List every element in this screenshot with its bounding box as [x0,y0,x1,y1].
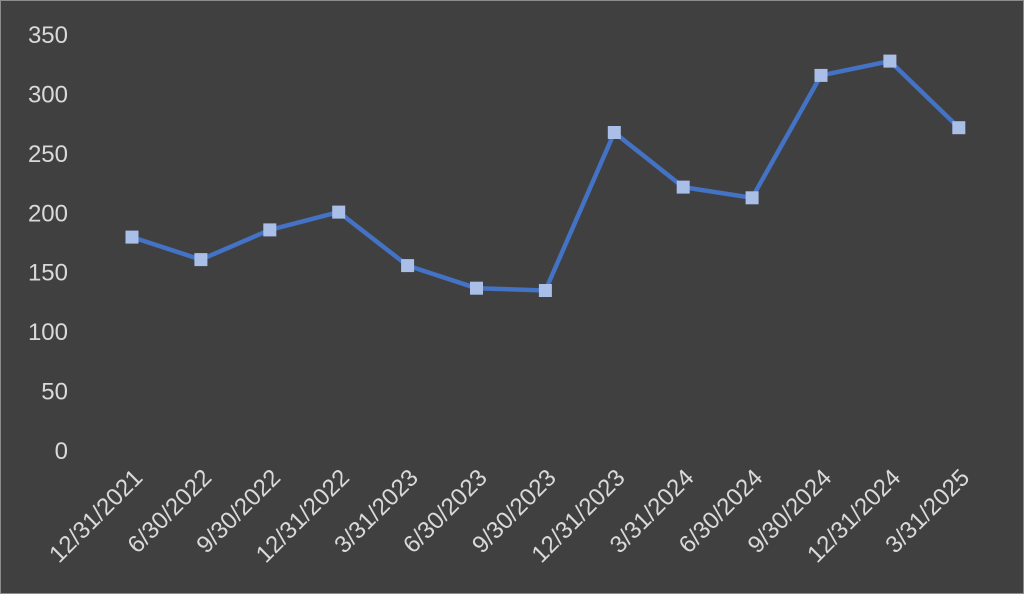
data-point-marker [952,121,966,135]
data-point-marker [676,180,690,194]
y-tick-label: 100 [28,319,68,346]
data-point-marker [883,54,897,68]
data-point-marker [401,259,415,273]
data-point-marker [538,284,552,297]
x-tick-label: 12/31/2021 [44,464,148,568]
data-point-marker [814,68,828,82]
data-point-marker [607,126,621,139]
y-tick-label: 350 [28,22,68,49]
y-tick-label: 150 [28,260,68,287]
data-point-marker [263,223,277,237]
y-tick-label: 200 [28,200,68,227]
data-point-marker [470,281,483,295]
data-point-marker [125,230,139,244]
data-point-marker [332,205,346,219]
data-point-marker [745,191,759,205]
series-line [129,58,962,293]
y-tick-label: 300 [28,81,68,108]
x-axis-tick-labels: 12/31/20216/30/20229/30/202212/31/20223/… [44,464,975,568]
y-tick-label: 250 [28,141,68,168]
data-point-marker [194,253,208,267]
series-group [125,54,966,297]
y-tick-label: 50 [41,379,68,406]
y-axis-tick-labels: 0 50 100 150 200 250 300 350 [28,22,68,465]
y-tick-label: 0 [55,438,68,465]
